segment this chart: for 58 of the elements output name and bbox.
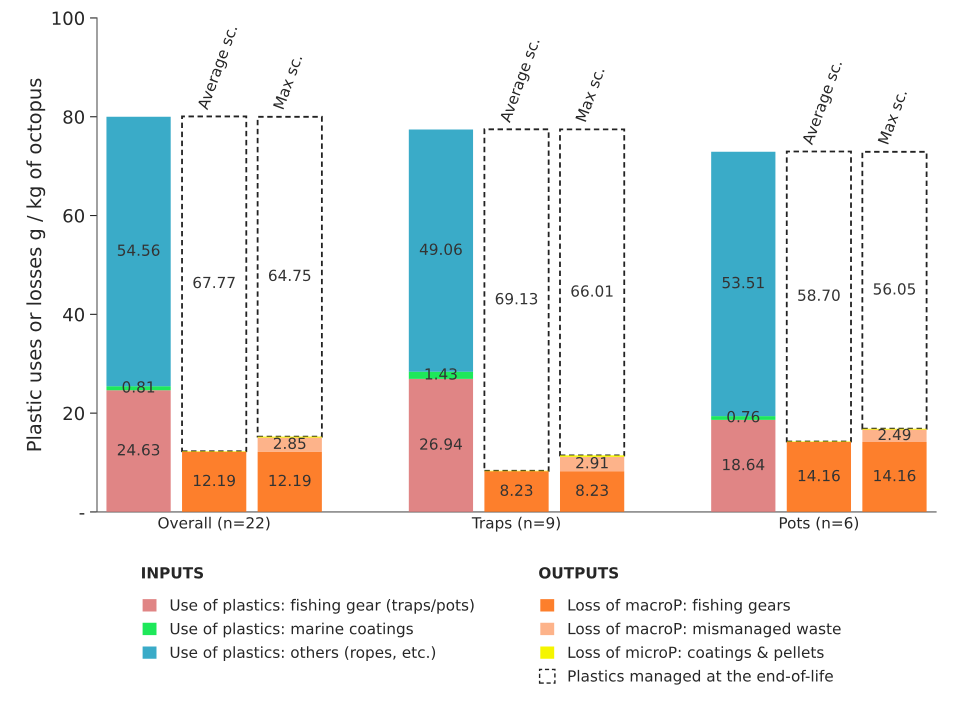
data-label: 18.64 bbox=[723, 458, 764, 470]
data-label: 2.85 bbox=[274, 438, 306, 450]
text: INPUTS bbox=[142, 567, 204, 579]
y-tick-label: - bbox=[80, 513, 84, 515]
data-label: 12.19 bbox=[194, 474, 235, 486]
data-label: 8.23 bbox=[500, 484, 532, 496]
y-tick-label: 60 bbox=[63, 209, 84, 223]
data-label: 67.77 bbox=[193, 276, 235, 288]
bar bbox=[181, 116, 248, 452]
data-label: 66.01 bbox=[571, 285, 613, 297]
data-label: 56.05 bbox=[874, 283, 916, 295]
bar bbox=[182, 452, 246, 512]
data-label: 26.94 bbox=[420, 438, 462, 450]
bar bbox=[786, 442, 852, 512]
bar bbox=[560, 471, 624, 512]
bar bbox=[483, 128, 550, 472]
data-label: 8.23 bbox=[576, 484, 608, 496]
data-label: 14.16 bbox=[874, 470, 916, 482]
data-label: 24.63 bbox=[118, 444, 160, 456]
data-label: 69.13 bbox=[496, 292, 538, 304]
x-tick-label: Overall (n=22) bbox=[158, 516, 270, 530]
data-label: 53.51 bbox=[722, 276, 764, 288]
text: OUTPUTS bbox=[539, 567, 618, 579]
data-label: 0.76 bbox=[727, 410, 760, 422]
data-label: 1.43 bbox=[426, 368, 457, 380]
y-axis-title: Plastic uses or losses g / kg of octopus bbox=[26, 78, 46, 450]
bar bbox=[862, 442, 927, 512]
legend-label: Loss of macroP: mismanaged waste bbox=[568, 622, 841, 638]
y-tick-label: 80 bbox=[63, 110, 84, 124]
bar bbox=[484, 471, 549, 512]
data-label: 49.06 bbox=[420, 243, 462, 256]
data-label: 14.16 bbox=[798, 470, 840, 482]
y-tick-label: 20 bbox=[64, 406, 84, 420]
y-tick-label: 100 bbox=[52, 11, 84, 26]
bar bbox=[256, 116, 323, 438]
legend-label: Loss of microP: coatings & pellets bbox=[568, 646, 824, 662]
data-label: 64.75 bbox=[268, 270, 310, 282]
bar bbox=[559, 128, 626, 456]
data-label: 58.70 bbox=[798, 289, 840, 301]
bar bbox=[408, 378, 474, 512]
annotation: Max sc. bbox=[575, 66, 605, 122]
data-label: 54.56 bbox=[118, 244, 160, 256]
y-tick-label: 40 bbox=[63, 308, 84, 322]
data-label: 2.49 bbox=[878, 428, 910, 440]
bar bbox=[786, 150, 852, 442]
data-label: 12.19 bbox=[270, 474, 311, 486]
bar bbox=[258, 452, 322, 512]
legend-label: Plastics managed at the end-of-life bbox=[568, 670, 833, 685]
x-tick-label: Pots (n=6) bbox=[780, 516, 858, 530]
annotation: Max sc. bbox=[273, 54, 302, 110]
data-label: 2.91 bbox=[576, 456, 608, 469]
legend-label: Use of plastics: marine coatings bbox=[170, 622, 413, 638]
legend-label: Use of plastics: fishing gear (traps/pots) bbox=[170, 598, 474, 614]
annotation: Max sc. bbox=[878, 89, 908, 144]
bar bbox=[861, 150, 928, 430]
x-tick-label: Traps (n=9) bbox=[472, 516, 560, 532]
legend-label: Loss of macroP: fishing gears bbox=[568, 598, 790, 614]
legend-label: Use of plastics: others (ropes, etc.) bbox=[170, 646, 436, 662]
